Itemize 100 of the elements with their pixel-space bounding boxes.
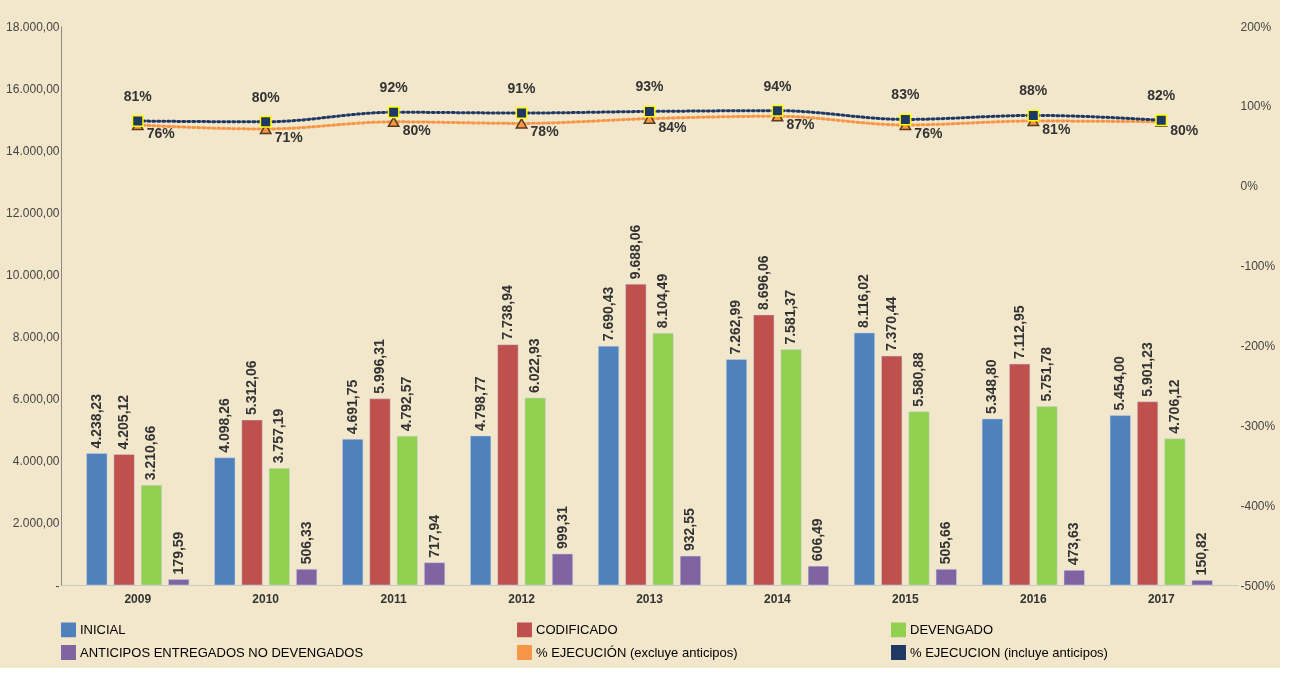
data-label: 81% [123,88,153,105]
bar [780,349,802,586]
data-label: 7.738,94 [498,284,515,340]
data-label: 7.112,95 [1010,305,1027,360]
x-tick-label: 2017 [1147,591,1175,606]
legend-label: % EJECUCIÓN (excluye anticipos) [536,644,738,660]
data-label: 91% [507,80,537,97]
y-tick-label: 2.000,00 [12,516,60,531]
point [1027,109,1040,122]
data-label: 7.262,99 [727,299,744,355]
point [899,113,912,126]
data-label: 7.581,37 [782,289,799,345]
bar [1009,363,1031,586]
bar [342,439,364,586]
y-tick-label: 18.000,00 [6,19,60,34]
data-label: 179,59 [169,531,186,575]
bar [1063,570,1085,586]
bar [168,579,190,586]
data-label: 4.706,12 [1165,379,1182,434]
y2-tick-label: -100% [1240,259,1276,274]
bar [853,332,875,586]
data-label: 8.116,02 [855,274,872,328]
bar [981,418,1003,586]
bar [679,555,701,586]
data-label: 7.370,44 [882,296,899,352]
y-tick-label: 16.000,00 [6,81,60,96]
y-tick-label: - [55,578,60,593]
point [515,107,528,120]
data-label: 9.688,06 [626,224,643,280]
x-tick-label: 2011 [380,591,407,606]
data-label: 606,49 [809,518,826,562]
data-label: 5.901,23 [1138,342,1155,397]
bar [1109,415,1131,586]
data-label: 8.696,06 [754,255,771,310]
data-label: 4.798,77 [471,376,488,431]
bar [753,314,775,586]
bar [908,411,930,586]
bar [470,435,492,586]
data-label: 506,33 [297,521,314,565]
legend-label: DEVENGADO [910,621,994,637]
point [259,115,272,128]
data-label: 80% [1170,121,1199,138]
bar [497,344,519,586]
bar [1036,406,1058,586]
data-label: 71% [274,129,304,146]
data-label: 5.996,31 [370,339,387,394]
data-label: 5.580,88 [910,351,927,407]
bar [807,565,829,586]
legend-label: ANTICIPOS ENTREGADOS NO DEVENGADOS [80,644,364,660]
data-label: 84% [658,118,688,135]
data-label: 4.098,26 [215,398,232,453]
data-label: 473,63 [1065,522,1082,566]
data-label: 999,31 [553,505,570,549]
x-tick-label: 2013 [636,591,664,606]
y2-tick-label: 200% [1240,19,1272,34]
data-label: 7.690,43 [599,286,616,342]
data-label: 5.312,06 [243,360,260,416]
data-label: 82% [1147,87,1176,104]
x-tick-label: 2009 [124,591,152,606]
bar [625,283,647,586]
bar [935,569,957,586]
bar [214,457,236,586]
data-label: 8.104,49 [654,273,671,329]
bar [1137,401,1159,586]
data-label: 5.348,80 [983,359,1000,414]
data-label: 4.205,12 [115,394,132,450]
data-label: 80% [402,121,432,138]
bar [881,355,903,586]
bar [726,359,747,586]
bar [424,562,446,586]
y-tick-label: 10.000,00 [6,267,60,282]
y-tick-label: 8.000,00 [12,330,60,345]
data-label: 3.757,19 [270,408,287,464]
data-label: 150,82 [1193,532,1210,576]
y2-tick-label: -500% [1240,578,1276,593]
data-label: 87% [786,116,816,133]
bar [268,468,290,586]
x-tick-label: 2010 [252,591,280,606]
data-label: 5.454,00 [1111,355,1128,411]
y-tick-label: 4.000,00 [12,454,60,469]
data-label: 5.751,78 [1037,346,1054,402]
data-label: 80% [251,88,281,105]
data-label: 4.691,75 [343,379,360,435]
bar [241,419,263,586]
bar [140,485,162,586]
y2-tick-label: -300% [1240,418,1276,433]
data-label: 78% [530,123,560,140]
point [387,106,400,119]
data-label: 76% [146,125,176,142]
data-label: 6.022,93 [526,338,543,393]
bar [552,553,573,586]
x-tick-label: 2016 [1019,591,1047,606]
y2-tick-label: 100% [1240,99,1272,114]
bar [1191,580,1213,586]
legend-label: CODIFICADO [536,621,618,637]
x-tick-label: 2014 [764,591,792,606]
bar [1164,438,1186,586]
y-tick-label: 12.000,00 [6,205,60,220]
y2-tick-label: 0% [1240,179,1259,194]
y2-tick-label: -400% [1240,498,1276,513]
